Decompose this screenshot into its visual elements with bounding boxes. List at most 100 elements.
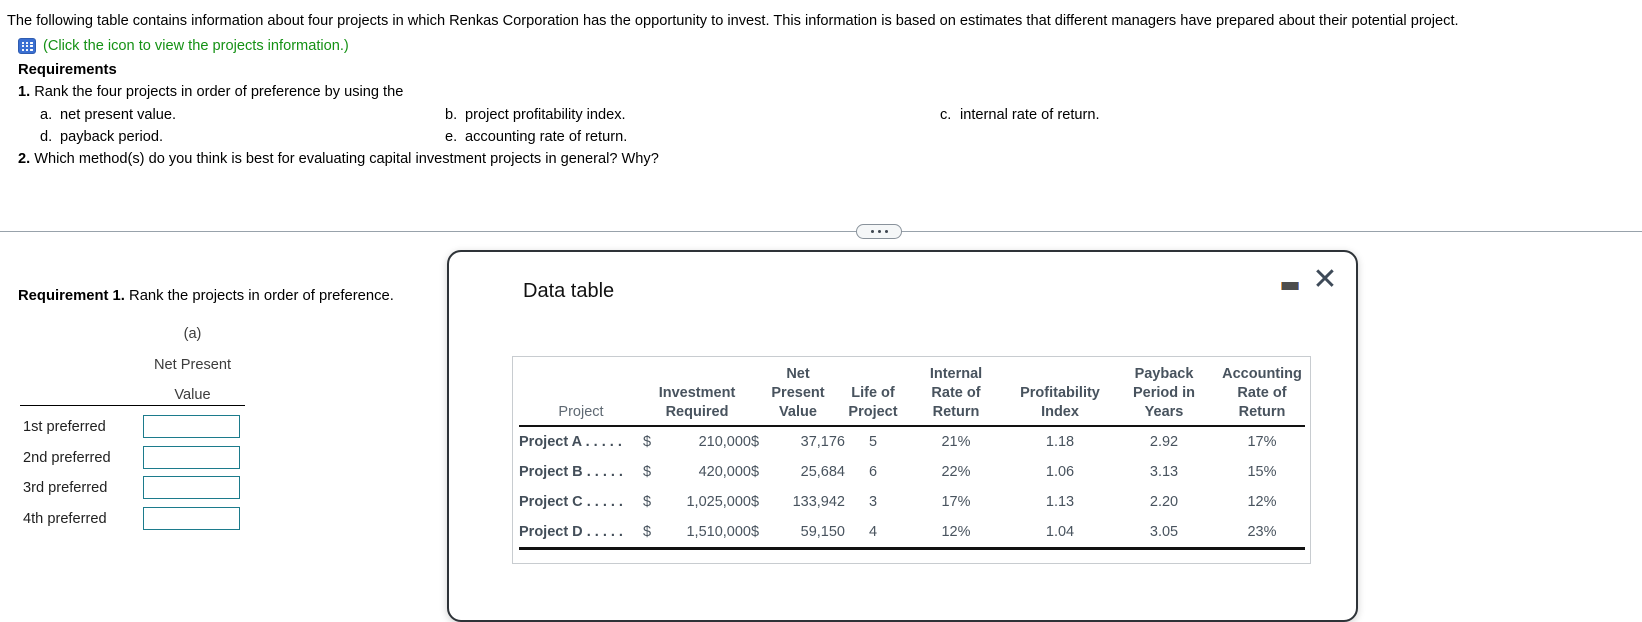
cell-arr: 12% <box>1247 494 1277 510</box>
col-header-life: Life of Project <box>848 385 898 420</box>
col-header-project: Project <box>558 404 604 420</box>
table-row-project-name: Project A . . . . . <box>519 434 622 450</box>
answer-header-rule <box>20 405 245 406</box>
projects-table: Project Investment Required Net Present … <box>512 356 1311 564</box>
method-text: accounting rate of return. <box>465 129 628 145</box>
minimize-icon <box>1281 282 1299 290</box>
col-header-pi: Profitability Index <box>1020 385 1100 420</box>
requirements-heading: Requirements <box>18 62 117 78</box>
requirement-2-number: 2. <box>18 151 31 167</box>
currency-symbol: $ <box>643 494 652 510</box>
col-header-arr: Accounting Rate of Return <box>1222 366 1302 420</box>
cell-life: 5 <box>868 434 878 450</box>
rank-label-1st: 1st preferred <box>23 419 106 435</box>
answer-column-letter: (a) <box>183 326 202 342</box>
answer-column-header: Net Present <box>153 357 232 373</box>
col-header-irr: Internal Rate of Return <box>929 366 983 420</box>
answer-column-header: Value <box>174 387 211 403</box>
currency-symbol: $ <box>751 524 760 540</box>
cell-npv: 25,684 <box>800 464 845 480</box>
cell-investment: 1,510,000 <box>686 524 751 540</box>
method-text: internal rate of return. <box>960 107 1100 123</box>
cell-investment: 210,000 <box>698 434 751 450</box>
minimize-button[interactable] <box>1277 276 1303 292</box>
cell-investment: 420,000 <box>698 464 751 480</box>
cell-irr: 12% <box>941 524 971 540</box>
method-letter: d. <box>40 129 53 145</box>
requirement-1-answer-title: Requirement 1. Rank the projects in orde… <box>18 288 394 304</box>
section-collapse-handle[interactable] <box>856 224 902 239</box>
currency-symbol: $ <box>751 434 760 450</box>
method-item-d: d. payback period. <box>40 129 163 145</box>
currency-symbol: $ <box>643 524 652 540</box>
cell-arr: 15% <box>1247 464 1277 480</box>
method-text: payback period. <box>60 129 164 145</box>
method-letter: e. <box>445 129 458 145</box>
cell-npv: 37,176 <box>800 434 845 450</box>
ellipsis-icon <box>877 230 881 233</box>
projects-info-row: (Click the icon to view the projects inf… <box>18 38 349 54</box>
problem-statement: The following table contains information… <box>7 13 1459 29</box>
table-bottom-rule <box>519 547 1305 550</box>
data-table-icon[interactable] <box>18 38 36 54</box>
cell-payback: 2.20 <box>1149 494 1179 510</box>
cell-life: 4 <box>868 524 878 540</box>
npv-rank-input-4th[interactable] <box>143 507 240 530</box>
rank-label-2nd: 2nd preferred <box>23 450 111 466</box>
npv-rank-input-3rd[interactable] <box>143 476 240 499</box>
header-rule <box>519 425 1305 427</box>
cell-pi: 1.04 <box>1045 524 1075 540</box>
ellipsis-icon <box>884 230 888 233</box>
method-item-b: b. project profitability index. <box>445 107 626 123</box>
close-button[interactable]: ✕ <box>1307 260 1343 300</box>
table-row-project-name: Project C . . . . . <box>519 494 623 510</box>
cell-pi: 1.13 <box>1045 494 1075 510</box>
currency-symbol: $ <box>643 434 652 450</box>
currency-symbol: $ <box>751 464 760 480</box>
cell-arr: 23% <box>1247 524 1277 540</box>
method-letter: b. <box>445 107 458 123</box>
npv-rank-input-2nd[interactable] <box>143 446 240 469</box>
cell-life: 3 <box>868 494 878 510</box>
section-divider <box>0 231 1642 232</box>
cell-payback: 3.05 <box>1149 524 1179 540</box>
requirement-1-text: Rank the four projects in order of prefe… <box>34 84 404 100</box>
cell-arr: 17% <box>1247 434 1277 450</box>
cell-pi: 1.06 <box>1045 464 1075 480</box>
data-table-dialog: Data table ✕ Project Investment Required… <box>447 250 1358 622</box>
cell-irr: 21% <box>941 434 971 450</box>
requirement-1-number: 1. <box>18 84 31 100</box>
method-item-a: a. net present value. <box>40 107 176 123</box>
cell-payback: 3.13 <box>1149 464 1179 480</box>
method-item-e: e. accounting rate of return. <box>445 129 627 145</box>
ellipsis-icon <box>870 230 874 233</box>
col-header-investment: Investment Required <box>658 385 736 420</box>
cell-irr: 17% <box>941 494 971 510</box>
projects-table-grid: Project Investment Required Net Present … <box>519 365 1305 550</box>
requirement-1-answer-title-rest: Rank the projects in order of preference… <box>124 288 394 304</box>
npv-rank-input-1st[interactable] <box>143 415 240 438</box>
cell-investment: 1,025,000 <box>686 494 751 510</box>
currency-symbol: $ <box>751 494 760 510</box>
requirement-2-line: 2. Which method(s) do you think is best … <box>18 151 659 167</box>
cell-life: 6 <box>868 464 878 480</box>
method-text: project profitability index. <box>465 107 626 123</box>
rank-label-3rd: 3rd preferred <box>23 480 108 496</box>
method-item-c: c. internal rate of return. <box>940 107 1100 123</box>
projects-info-link[interactable]: (Click the icon to view the projects inf… <box>43 38 349 54</box>
dialog-title: Data table <box>523 280 615 302</box>
method-letter: c. <box>940 107 952 123</box>
requirement-1-answer-title-bold: Requirement 1. <box>18 288 125 304</box>
requirement-1-line: 1. Rank the four projects in order of pr… <box>18 84 403 100</box>
close-icon: ✕ <box>1312 263 1338 296</box>
rank-label-4th: 4th preferred <box>23 511 107 527</box>
cell-pi: 1.18 <box>1045 434 1075 450</box>
col-header-npv: Net Present Value <box>771 366 825 420</box>
currency-symbol: $ <box>643 464 652 480</box>
table-row-project-name: Project D . . . . . <box>519 524 623 540</box>
method-letter: a. <box>40 107 53 123</box>
cell-npv: 133,942 <box>792 494 845 510</box>
cell-npv: 59,150 <box>800 524 845 540</box>
col-header-payback: Payback Period in Years <box>1132 366 1196 420</box>
requirement-2-text: Which method(s) do you think is best for… <box>34 151 659 167</box>
